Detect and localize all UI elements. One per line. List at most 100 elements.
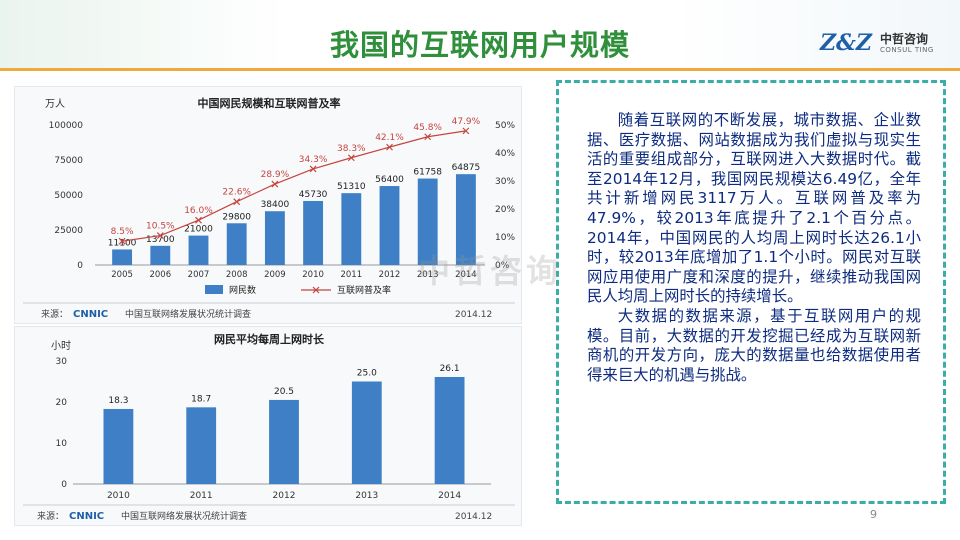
bar-value-label: 38400 — [261, 200, 290, 210]
bar — [112, 249, 133, 265]
penetration-value-label: 34.3% — [299, 155, 328, 165]
page-number: 9 — [870, 508, 877, 521]
bar-value-label: 21000 — [184, 225, 213, 235]
bar-value-label: 20.5 — [274, 387, 294, 397]
penetration-value-label: 16.0% — [184, 206, 213, 216]
y-tick-label: 0 — [77, 261, 83, 271]
x-tick-label: 2007 — [188, 270, 210, 280]
chart-panel-users: 中国网民规模和互联网普及率 万人 0 25000 50000 75000 100000 0% 1… — [14, 86, 522, 324]
y2-tick-label: 20% — [495, 205, 515, 215]
bar — [264, 211, 285, 265]
source-date: 2014.12 — [455, 512, 492, 522]
penetration-value-label: 45.8% — [413, 123, 442, 133]
bar — [226, 223, 247, 265]
penetration-point — [386, 143, 393, 151]
penetration-point — [233, 198, 241, 206]
x-tick-label: 2012 — [273, 491, 296, 501]
paragraph-1: 随着互联网的不断发展，城市数据、企业数据、医疗数据、网站数据成为我们虚拟与现实生… — [587, 111, 921, 306]
bar-value-label: 64875 — [452, 163, 481, 173]
logo-mark: Z&Z — [820, 30, 872, 56]
penetration-point — [195, 216, 202, 224]
x-tick-label: 2009 — [264, 270, 286, 280]
penetration-value-label: 8.5% — [111, 227, 134, 237]
logo-name-cn: 中哲咨询 — [880, 32, 929, 46]
company-logo: Z&Z 中哲咨询 CONSUL TING — [820, 30, 950, 60]
penetration-point — [156, 232, 164, 240]
y-unit-label: 小时 — [51, 340, 71, 352]
legend-label-users: 网民数 — [229, 284, 256, 296]
penetration-value-label: 28.9% — [261, 170, 290, 180]
y-tick-label: 50000 — [54, 191, 83, 201]
y2-tick-label: 0% — [495, 261, 510, 271]
chart-title: 中国网民规模和互联网普及率 — [198, 96, 341, 110]
page-title: 我国的互联网用户规模 — [329, 28, 630, 62]
y2-tick-label: 10% — [495, 233, 515, 243]
source-logo: CNNIC — [73, 309, 108, 320]
bar-value-label: 45730 — [299, 190, 328, 200]
bar-value-label: 51310 — [337, 182, 366, 192]
bar-value-label: 29800 — [222, 212, 251, 222]
x-tick-label: 2006 — [149, 270, 171, 280]
source-logo: CNNIC — [69, 511, 104, 522]
bar — [103, 408, 134, 484]
header-divider — [0, 68, 960, 71]
header-background — [0, 0, 960, 70]
legend-swatch-users — [205, 285, 223, 294]
legend-label-penetration: 互联网普及率 — [337, 284, 391, 296]
bar — [188, 235, 209, 265]
source-date: 2014.12 — [455, 310, 492, 320]
y2-tick-label: 30% — [495, 177, 515, 187]
paragraph-2: 大数据的数据来源，基于互联网用户的规模。目前，大数据的开发挖掘已经成为互联网新商… — [587, 306, 921, 384]
bar — [455, 174, 476, 265]
bar-value-label: 56400 — [375, 175, 404, 185]
chart-panel-hours: 网民平均每周上网时长 小时 0 10 20 30 18.3 2010 18.7 2011 20.5 2… — [14, 326, 522, 526]
bar-value-label: 18.3 — [108, 396, 128, 406]
bar — [303, 200, 324, 265]
penetration-value-label: 10.5% — [146, 222, 175, 232]
logo-name-en: CONSUL TING — [880, 46, 934, 54]
x-tick-label: 2012 — [379, 270, 401, 280]
penetration-point — [309, 165, 317, 173]
description-box: 随着互联网的不断发展，城市数据、企业数据、医疗数据、网站数据成为我们虚拟与现实生… — [556, 80, 946, 504]
x-tick-label: 2013 — [417, 270, 439, 280]
x-tick-label: 2013 — [355, 491, 378, 501]
y-unit-label: 万人 — [45, 98, 65, 110]
penetration-point — [462, 127, 470, 135]
penetration-value-label: 42.1% — [375, 133, 404, 143]
bar — [150, 245, 171, 265]
y-tick-label: 10 — [56, 439, 68, 449]
y-tick-label: 75000 — [54, 156, 83, 166]
penetration-value-label: 47.9% — [452, 117, 481, 127]
penetration-point — [424, 133, 432, 141]
bar — [341, 193, 362, 265]
y-tick-label: 0 — [61, 480, 67, 490]
penetration-line — [122, 130, 466, 242]
x-tick-label: 2011 — [190, 491, 213, 501]
source-label: 来源： — [41, 309, 68, 320]
bar-value-label: 18.7 — [191, 394, 211, 404]
legend-swatch-penetration — [301, 286, 331, 294]
bar — [417, 178, 438, 265]
penetration-point — [118, 237, 126, 245]
penetration-value-label: 22.6% — [222, 188, 251, 198]
x-tick-label: 2005 — [111, 270, 133, 280]
x-tick-label: 2008 — [226, 270, 248, 280]
x-tick-label: 2014 — [455, 270, 477, 280]
bar-value-label: 13700 — [146, 235, 175, 245]
bar — [379, 186, 400, 265]
bar — [351, 381, 382, 484]
bar-value-label: 11100 — [108, 238, 137, 248]
y-tick-label: 100000 — [49, 121, 84, 131]
users-penetration-chart: 中国网民规模和互联网普及率 万人 0 25000 50000 75000 100000 0% 1… — [23, 96, 515, 320]
x-tick-label: 2014 — [438, 491, 461, 501]
bar-value-label: 26.1 — [440, 364, 460, 374]
bar — [434, 376, 465, 484]
chart-title: 网民平均每周上网时长 — [214, 332, 325, 346]
bar — [186, 407, 217, 484]
y-tick-label: 25000 — [54, 226, 83, 236]
y-tick-label: 20 — [56, 398, 68, 408]
penetration-point — [271, 180, 279, 188]
x-tick-label: 2010 — [107, 491, 130, 501]
y2-tick-label: 50% — [495, 121, 515, 131]
